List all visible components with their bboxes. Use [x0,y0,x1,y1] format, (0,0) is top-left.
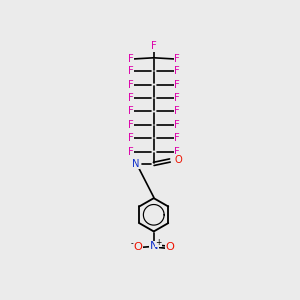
Text: F: F [128,54,134,64]
Text: F: F [174,106,180,116]
Text: +: + [156,238,162,247]
Text: F: F [174,54,180,64]
Text: N: N [132,159,139,169]
Text: F: F [174,66,180,76]
Text: F: F [128,93,134,103]
Text: F: F [128,80,134,90]
Text: F: F [128,120,134,130]
Text: O: O [175,155,183,165]
Text: F: F [174,120,180,130]
Text: O: O [134,242,142,252]
Text: F: F [174,133,180,143]
Text: F: F [174,80,180,90]
Text: F: F [151,41,157,51]
Text: F: F [128,133,134,143]
Text: F: F [174,93,180,103]
Text: F: F [128,106,134,116]
Text: H: H [130,159,137,168]
Text: -: - [130,239,133,248]
Text: N: N [149,241,158,251]
Text: O: O [165,242,174,252]
Text: F: F [128,66,134,76]
Text: F: F [128,147,134,157]
Text: F: F [174,147,180,157]
